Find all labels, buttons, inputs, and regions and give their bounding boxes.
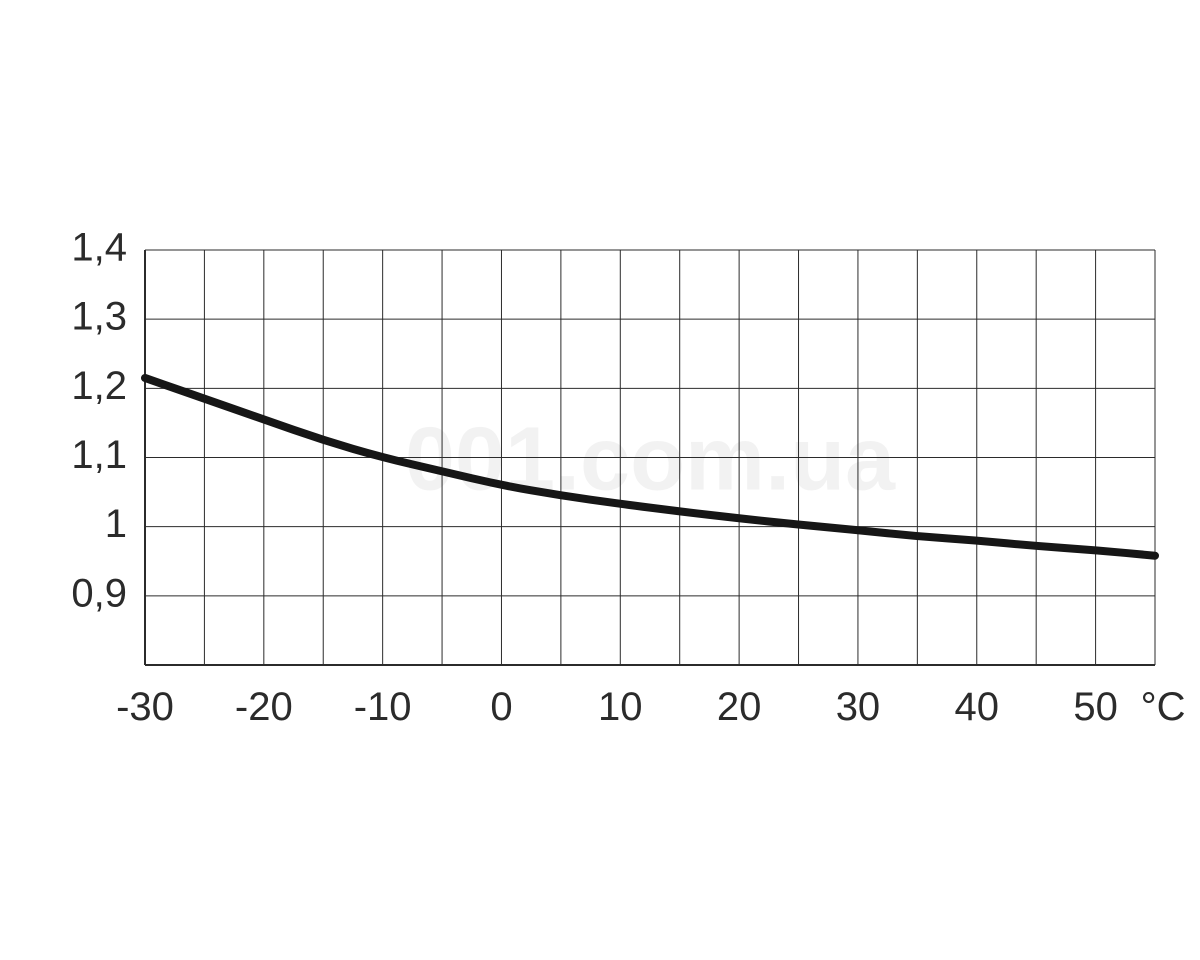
x-tick-label: -20 [235,685,293,729]
y-tick-label: 1,2 [71,364,127,408]
y-tick-label: 1,1 [71,433,127,477]
y-tick-label: 1,4 [71,226,127,270]
x-tick-label: 40 [955,685,1000,729]
x-tick-label: 50 [1073,685,1118,729]
x-unit-label: °C [1141,685,1186,729]
y-tick-label: 0,9 [71,571,127,615]
x-tick-label: 10 [598,685,643,729]
x-tick-label: 20 [717,685,762,729]
x-tick-label: -30 [116,685,174,729]
chart-canvas: 001.com.ua 0,9 1 1,1 1,2 1,3 1,4 -30 -20 -10 0 10 20… [0,0,1200,960]
watermark: 001.com.ua [405,410,896,510]
x-tick-label: -10 [354,685,412,729]
y-tick-label: 1,3 [71,295,127,339]
x-tick-label: 0 [490,685,512,729]
derating-line-chart: 001.com.ua 0,9 1 1,1 1,2 1,3 1,4 -30 -20 -10 0 10 20… [0,0,1200,960]
y-tick-label: 1 [105,502,127,546]
x-tick-label: 30 [836,685,881,729]
